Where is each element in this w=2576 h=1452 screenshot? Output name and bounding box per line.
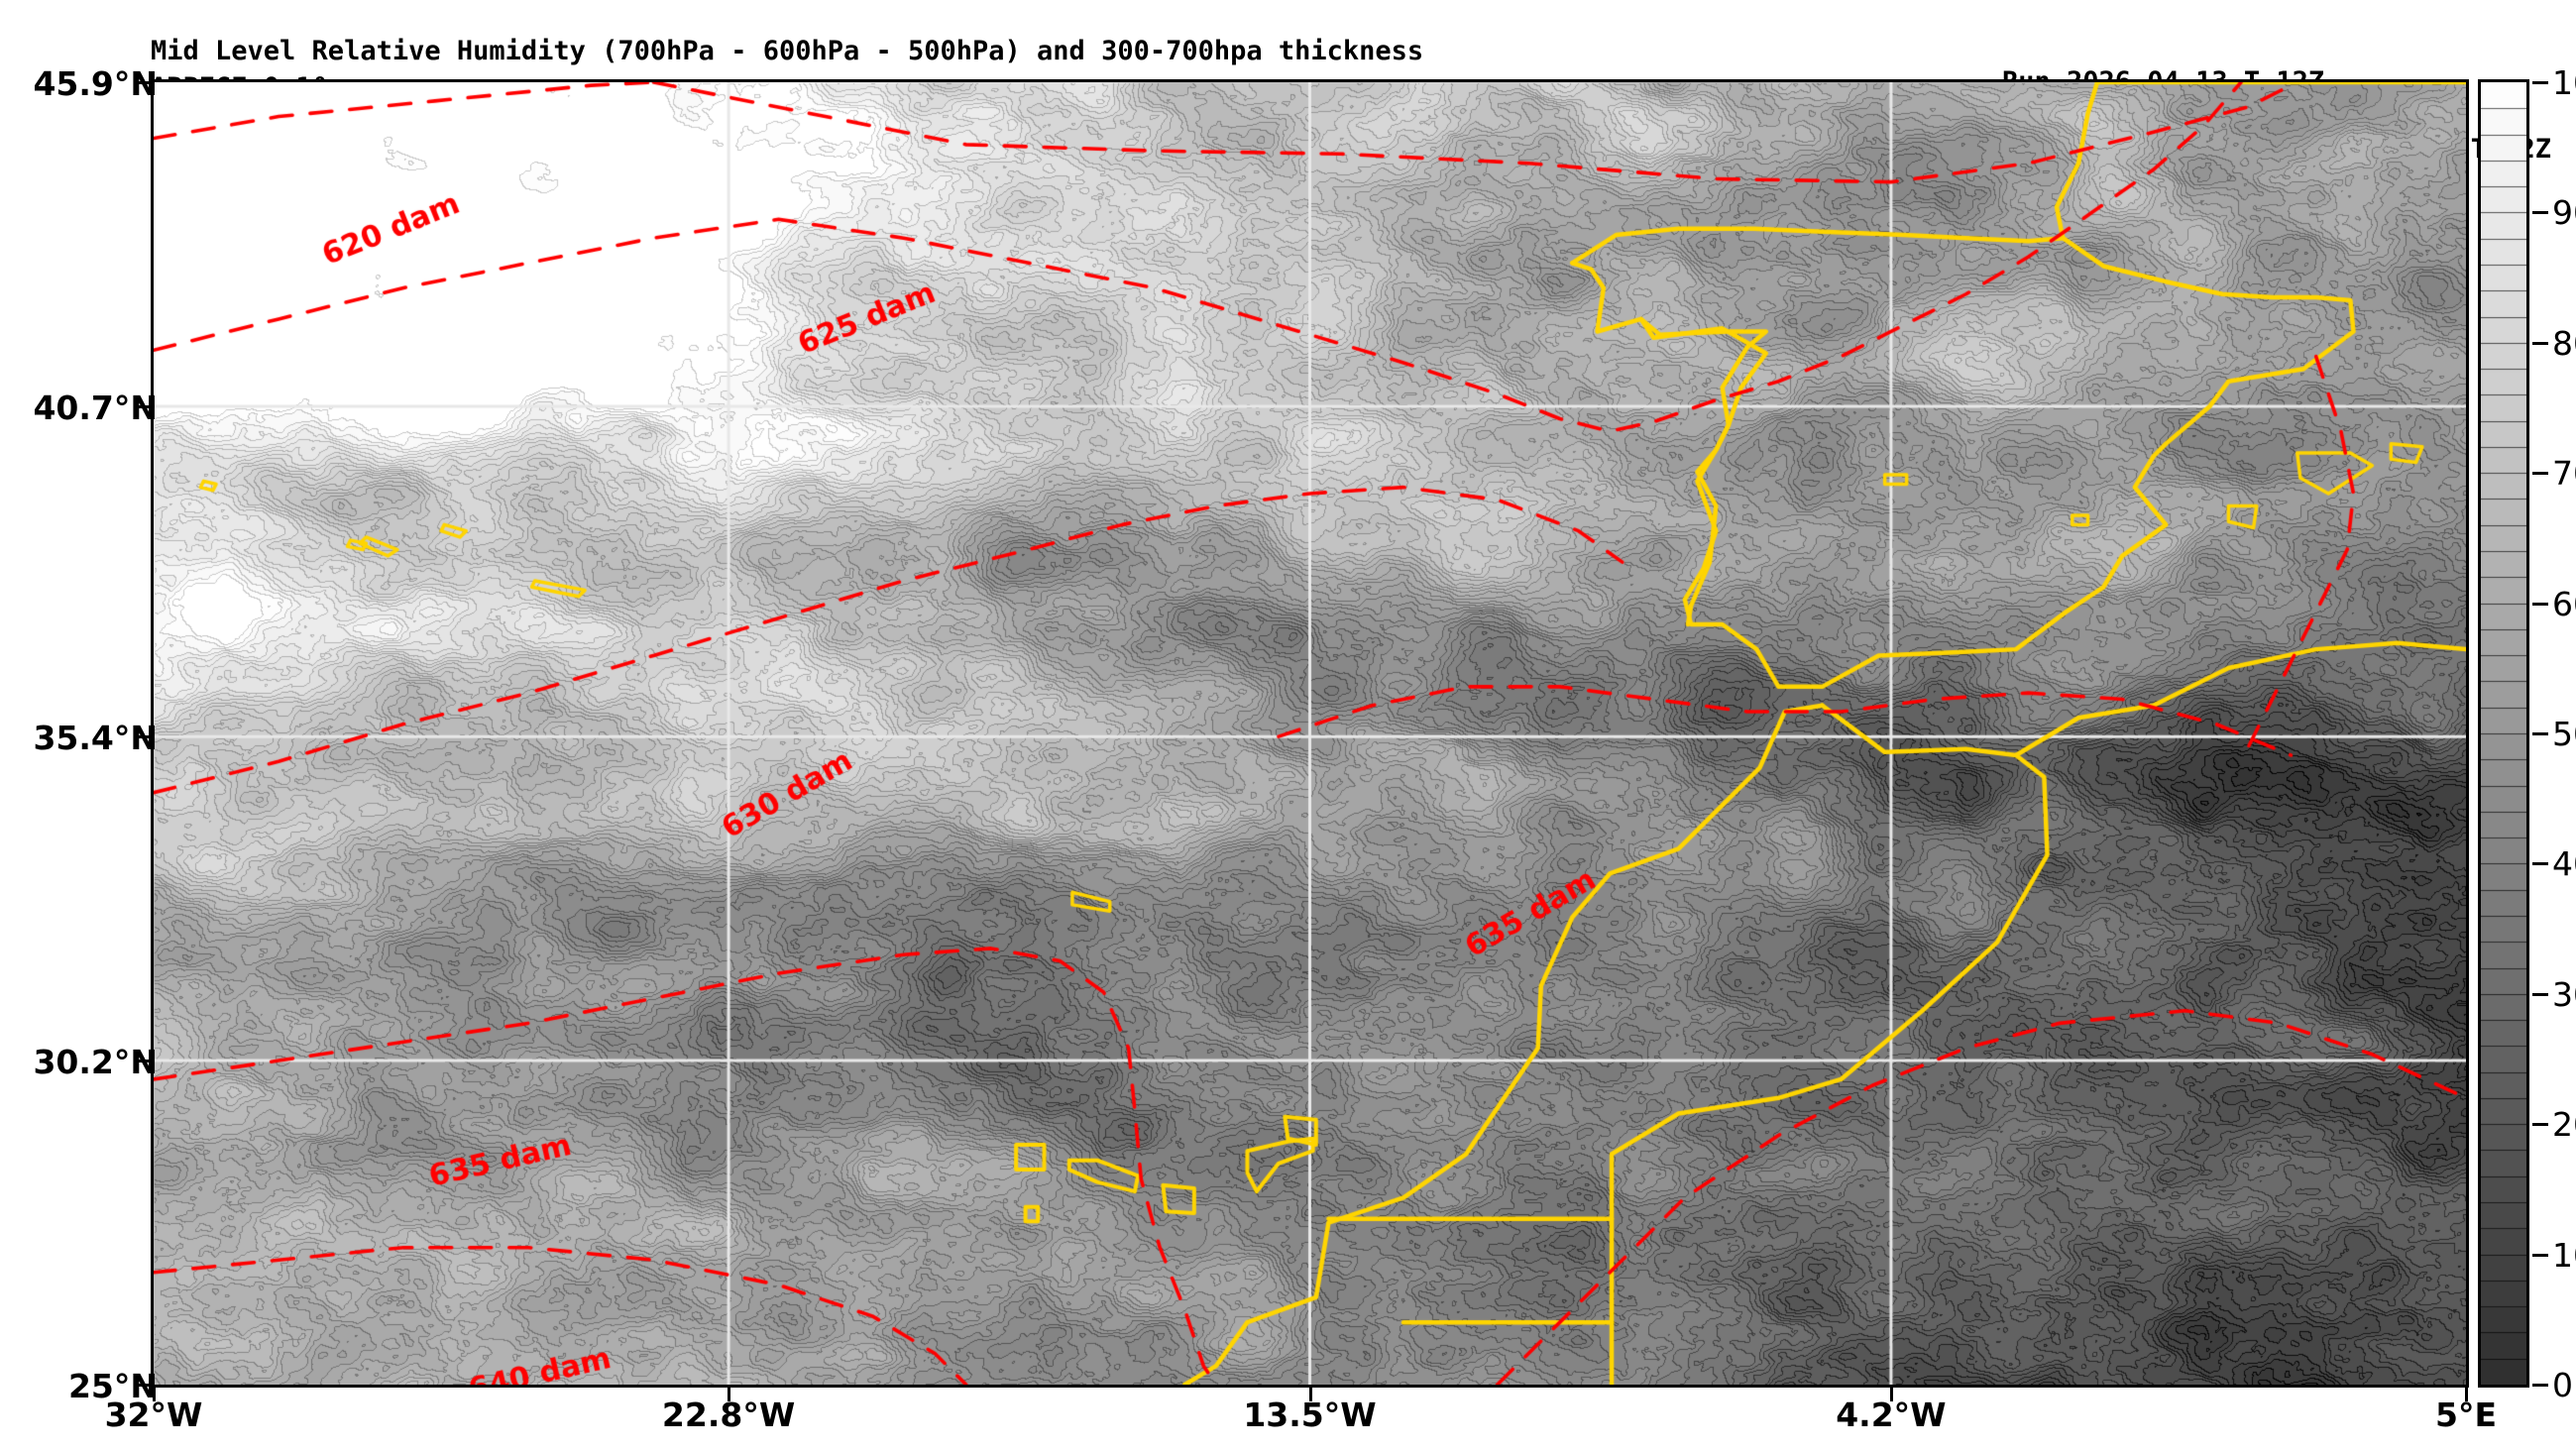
x-axis-tick-label: 4.2°W	[1836, 1396, 1947, 1434]
colorbar-tick-label: 80	[2552, 323, 2576, 363]
x-axis-tick-mark	[1308, 1388, 1312, 1401]
colorbar-tick-mark	[2532, 1253, 2548, 1257]
x-axis-tick-label: 32°W	[104, 1396, 203, 1434]
y-axis-tick-label: 40.7°N	[33, 388, 158, 427]
colorbar-tick-label: 0	[2552, 1366, 2573, 1404]
x-axis-tick-label: 22.8°W	[661, 1396, 796, 1434]
title-row-primary: Mid Level Relative Humidity (700hPa - 60…	[0, 5, 2576, 97]
y-axis-tick-mark	[137, 735, 151, 739]
x-axis-tick-mark	[153, 1388, 156, 1401]
colorbar-tick-mark	[2532, 602, 2548, 606]
colorbar-tick-label: 10	[2552, 1235, 2576, 1275]
map-plot-area[interactable]	[151, 79, 2469, 1388]
colorbar-tick-label: 70	[2552, 454, 2576, 494]
colorbar-tick-mark	[2532, 732, 2548, 735]
colorbar-tick-mark	[2532, 211, 2548, 215]
y-axis-tick-mark	[137, 81, 151, 84]
colorbar-tick-label: 90	[2552, 193, 2576, 233]
colorbar-tick-label: 60	[2552, 584, 2576, 623]
y-axis-tick-label: 30.2°N	[33, 1043, 158, 1082]
relative-humidity-raster	[154, 82, 2466, 1385]
colorbar-tick-mark	[2532, 862, 2548, 866]
y-axis-tick-label: 45.9°N	[33, 64, 158, 103]
colorbar-tick-mark	[2532, 1384, 2548, 1387]
colorbar-tick-label: 20	[2552, 1105, 2576, 1145]
colorbar-tick-label: 50	[2552, 715, 2576, 753]
y-axis-tick-mark	[137, 1060, 151, 1063]
x-axis-tick-label: 13.5°W	[1243, 1396, 1377, 1434]
title-main: Mid Level Relative Humidity (700hPa - 60…	[151, 36, 1424, 66]
colorbar-tick-mark	[2532, 992, 2548, 996]
colorbar	[2478, 79, 2529, 1388]
colorbar-tick-mark	[2532, 341, 2548, 345]
colorbar-tick-mark	[2532, 472, 2548, 476]
y-axis-tick-mark	[137, 404, 151, 408]
y-axis-tick-mark	[137, 1384, 151, 1387]
x-axis-tick-mark	[2465, 1388, 2468, 1401]
colorbar-tick-mark	[2532, 1123, 2548, 1127]
colorbar-tick-mark	[2532, 81, 2548, 84]
colorbar-tick-label: 100	[2552, 63, 2576, 102]
y-axis-tick-label: 35.4°N	[33, 719, 158, 758]
colorbar-tick-label: 30	[2552, 974, 2576, 1014]
title-row-secondary: ARPEGE 0.1º +48 hours Forecast: Wednesda…	[0, 42, 2576, 165]
x-axis-tick-mark	[1889, 1388, 1893, 1401]
x-axis-tick-label: 5°E	[2434, 1396, 2498, 1434]
x-axis-tick-mark	[728, 1388, 731, 1401]
colorbar-gradient	[2481, 82, 2526, 1385]
colorbar-tick-label: 40	[2552, 844, 2576, 884]
